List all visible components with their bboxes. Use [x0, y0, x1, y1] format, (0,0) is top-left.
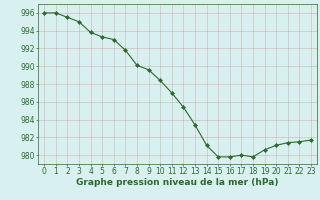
X-axis label: Graphe pression niveau de la mer (hPa): Graphe pression niveau de la mer (hPa) — [76, 178, 279, 187]
